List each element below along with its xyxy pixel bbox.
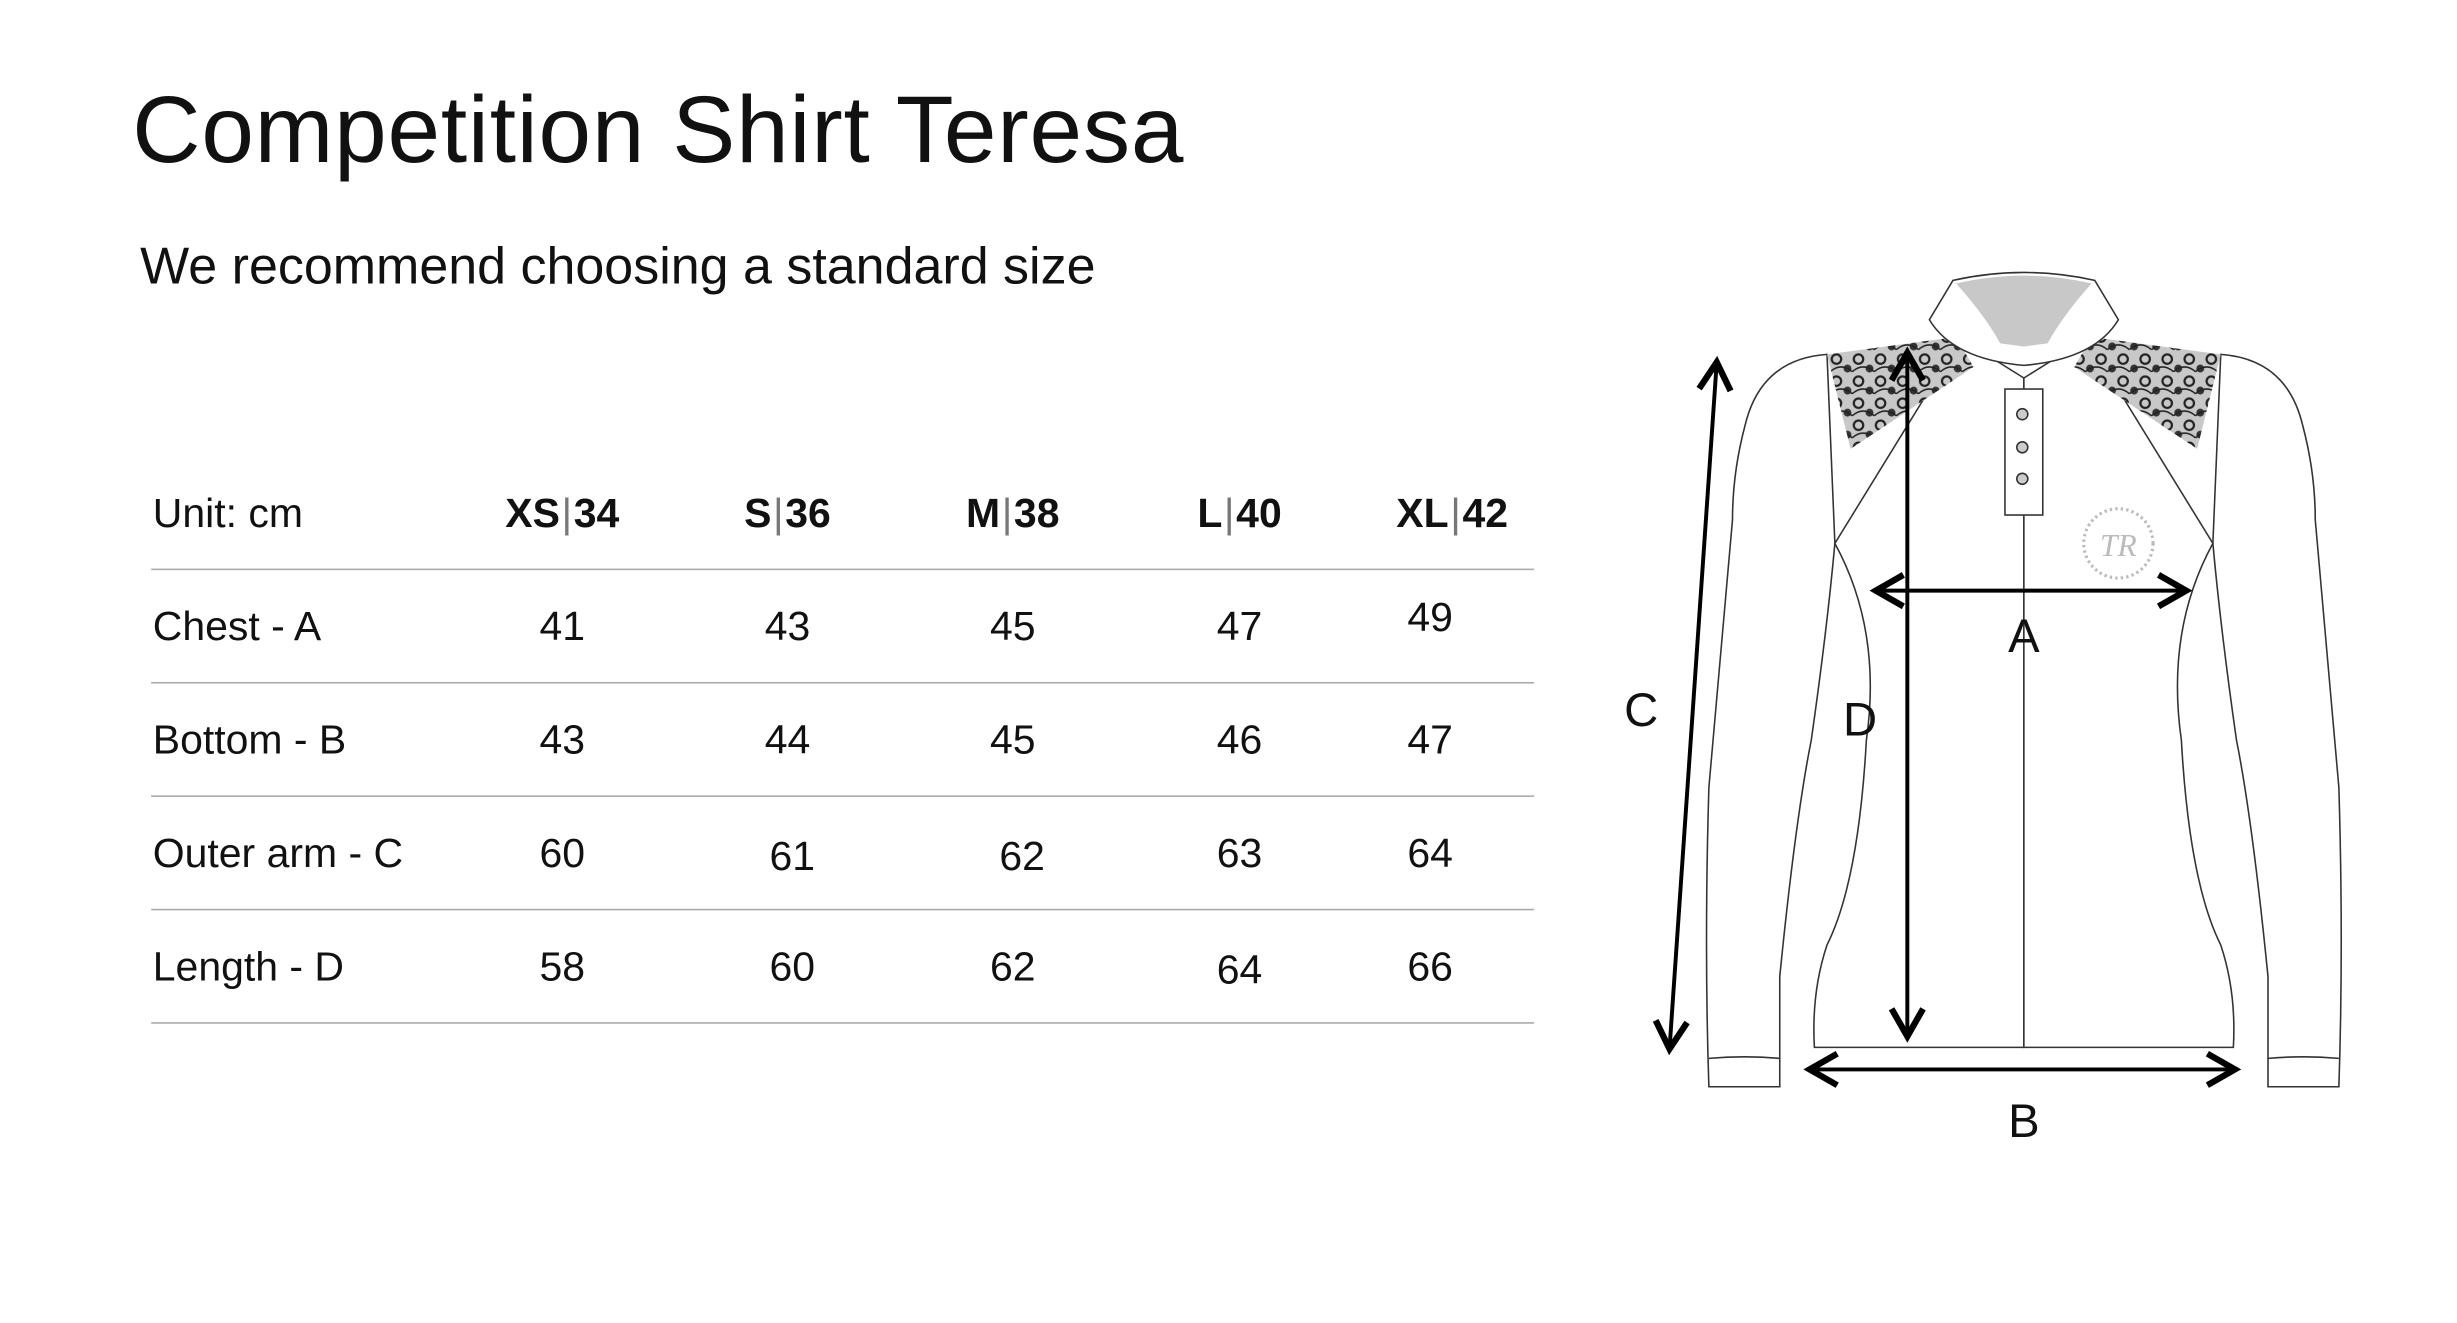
size-header-xl: XL|42 bbox=[1396, 488, 1509, 536]
cell: 43 bbox=[539, 715, 586, 763]
row-label: Outer arm - C bbox=[152, 828, 404, 876]
cell: 45 bbox=[989, 601, 1036, 649]
table-row-chest: Chest - A 41 43 45 47 49 bbox=[151, 570, 1535, 684]
cell: 64 bbox=[1407, 828, 1453, 876]
cell: 61 bbox=[769, 832, 816, 881]
shirt-outline: TR bbox=[1705, 271, 2343, 1088]
page-subtitle: We recommend choosing a standard size bbox=[140, 236, 1096, 295]
svg-text:TR: TR bbox=[2100, 528, 2137, 563]
cell: 62 bbox=[989, 941, 1036, 990]
cell: 47 bbox=[1407, 715, 1453, 763]
cell: 43 bbox=[764, 601, 811, 649]
cell: 47 bbox=[1216, 601, 1263, 649]
cell: 60 bbox=[539, 828, 586, 876]
row-label: Length - D bbox=[152, 941, 344, 990]
cell: 41 bbox=[539, 601, 586, 649]
size-header-m: M|38 bbox=[965, 488, 1060, 536]
button-dot bbox=[2016, 407, 2029, 421]
cell: 66 bbox=[1407, 941, 1453, 990]
size-header-s: S|36 bbox=[744, 488, 831, 536]
button-dot bbox=[2016, 441, 2029, 454]
cell: 60 bbox=[769, 941, 816, 990]
size-table: Unit: cm XS|34 S|36 M|38 L|40 XL|42 Ches… bbox=[151, 457, 1535, 1024]
row-label: Bottom - B bbox=[152, 715, 347, 763]
page-title: Competition Shirt Teresa bbox=[132, 77, 1185, 183]
label-d: D bbox=[1843, 694, 1877, 747]
table-row-length: Length - D 58 60 62 64 66 bbox=[151, 910, 1535, 1024]
unit-label: Unit: cm bbox=[152, 488, 303, 536]
label-b: B bbox=[2008, 1095, 2040, 1148]
table-header-row: Unit: cm XS|34 S|36 M|38 L|40 XL|42 bbox=[151, 457, 1535, 571]
label-c: C bbox=[1624, 684, 1658, 737]
cell: 64 bbox=[1216, 946, 1263, 994]
row-label: Chest - A bbox=[152, 601, 322, 649]
size-header-l: L|40 bbox=[1197, 488, 1282, 536]
cell: 49 bbox=[1407, 592, 1453, 640]
cell: 63 bbox=[1216, 828, 1263, 876]
cell: 46 bbox=[1216, 715, 1263, 763]
button-dot bbox=[2016, 472, 2029, 486]
cell: 45 bbox=[989, 715, 1036, 763]
cell: 44 bbox=[764, 715, 811, 763]
logo-emblem: TR bbox=[2082, 507, 2155, 580]
label-a: A bbox=[2008, 610, 2040, 663]
table-row-bottom: Bottom - B 43 44 45 46 47 bbox=[151, 684, 1535, 797]
table-row-outer-arm: Outer arm - C 60 61 62 63 64 bbox=[151, 797, 1535, 911]
cell: 58 bbox=[539, 941, 586, 990]
measure-arrows bbox=[1652, 346, 2242, 1088]
cell: 62 bbox=[999, 832, 1045, 881]
size-header-xs: XS|34 bbox=[505, 488, 620, 536]
arrow-c bbox=[1652, 355, 1734, 1056]
